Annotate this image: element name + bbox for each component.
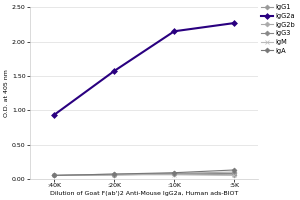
Line: IgA: IgA bbox=[52, 168, 236, 177]
IgG2a bbox=[112, 70, 116, 72]
IgA bbox=[112, 173, 116, 175]
IgG2b bbox=[172, 172, 176, 175]
IgG2a bbox=[52, 114, 56, 116]
IgG2a bbox=[172, 30, 176, 32]
IgG2a bbox=[232, 22, 236, 24]
Line: IgM: IgM bbox=[52, 173, 236, 177]
X-axis label: Dilution of Goat F(ab')2 Anti-Mouse IgG2a, Human ads-BIOT: Dilution of Goat F(ab')2 Anti-Mouse IgG2… bbox=[50, 191, 238, 196]
IgG1 bbox=[112, 174, 116, 176]
IgG1 bbox=[232, 174, 236, 176]
IgG3 bbox=[52, 174, 56, 177]
IgG3 bbox=[232, 172, 236, 175]
IgG3 bbox=[172, 173, 176, 175]
Line: IgG2b: IgG2b bbox=[52, 170, 236, 177]
Line: IgG3: IgG3 bbox=[52, 172, 236, 177]
IgM bbox=[112, 174, 116, 176]
IgM bbox=[232, 174, 236, 177]
IgG1 bbox=[172, 173, 176, 175]
Line: IgG2a: IgG2a bbox=[52, 21, 236, 117]
IgG1 bbox=[52, 174, 56, 177]
Line: IgG1: IgG1 bbox=[52, 172, 236, 177]
IgG3 bbox=[112, 174, 116, 176]
IgA bbox=[232, 169, 236, 171]
Y-axis label: O.D. at 405 nm: O.D. at 405 nm bbox=[4, 69, 9, 117]
IgM bbox=[52, 174, 56, 177]
IgG2b bbox=[112, 173, 116, 175]
IgA bbox=[172, 172, 176, 174]
IgG2b bbox=[52, 174, 56, 177]
IgG2b bbox=[232, 171, 236, 173]
IgA bbox=[52, 174, 56, 177]
IgM bbox=[172, 174, 176, 176]
Legend: IgG1, IgG2a, IgG2b, IgG3, IgM, IgA: IgG1, IgG2a, IgG2b, IgG3, IgM, IgA bbox=[261, 4, 296, 54]
